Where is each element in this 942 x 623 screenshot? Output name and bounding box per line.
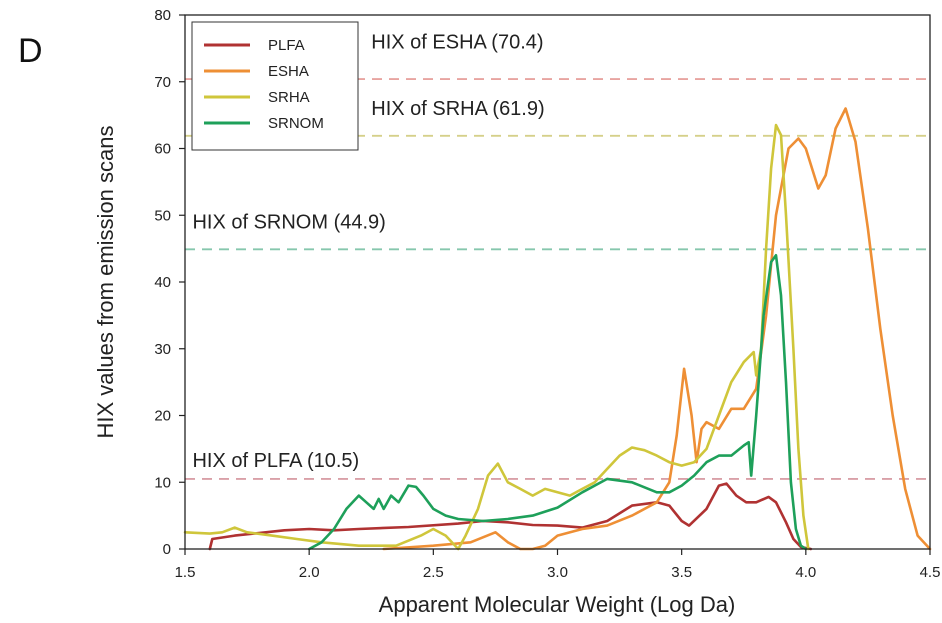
series-line-esha (382, 107, 932, 551)
y-axis-title: HIX values from emission scans (93, 126, 118, 439)
x-tick-label: 3.5 (671, 564, 692, 581)
reference-labels: HIX of ESHA (70.4) HIX of SRHA (61.9) HIX … (192, 31, 544, 472)
reference-label: HIX of SRNOM (44.9) (192, 212, 385, 234)
legend-box (191, 21, 359, 151)
panel-label: D (18, 32, 43, 70)
y-axis: 0 10 20 30 40 50 60 70 80 (154, 7, 185, 558)
legend-label: ESHA (268, 63, 309, 80)
y-tick-label: 50 (154, 207, 171, 224)
y-tick-label: 70 (154, 74, 171, 91)
x-tick-label: 2.0 (299, 564, 320, 581)
reference-label: HIX of SRHA (61.9) (371, 98, 544, 120)
series-line-plfa (208, 482, 813, 551)
x-axis: 1.5 2.0 2.5 3.0 3.5 4.0 4.5 (175, 549, 941, 581)
y-tick-label: 20 (154, 408, 171, 425)
legend-label: SRHA (268, 89, 310, 106)
y-tick-label: 60 (154, 141, 171, 158)
x-tick-label: 1.5 (175, 564, 196, 581)
y-tick-label: 0 (163, 541, 171, 558)
x-tick-label: 2.5 (423, 564, 444, 581)
reference-label: HIX of PLFA (10.5) (192, 450, 359, 472)
legend-items: PLFA ESHA SRHA SRNOM (204, 37, 324, 132)
y-tick-label: 10 (154, 474, 171, 491)
series-lines (183, 107, 932, 551)
x-tick-label: 3.0 (547, 564, 568, 581)
legend-label: SRNOM (268, 115, 324, 132)
y-tick-label: 80 (154, 7, 171, 24)
x-axis-title: Apparent Molecular Weight (Log Da) (379, 592, 736, 617)
y-tick-label: 30 (154, 341, 171, 358)
legend: PLFA ESHA SRHA SRNOM (191, 21, 359, 151)
series-line-srha (183, 123, 810, 551)
x-tick-label: 4.5 (920, 564, 941, 581)
reference-label: HIX of ESHA (70.4) (371, 31, 543, 53)
x-tick-label: 4.0 (795, 564, 816, 581)
series-line-srnom (307, 254, 808, 551)
y-tick-label: 40 (154, 274, 171, 291)
legend-label: PLFA (268, 37, 305, 54)
